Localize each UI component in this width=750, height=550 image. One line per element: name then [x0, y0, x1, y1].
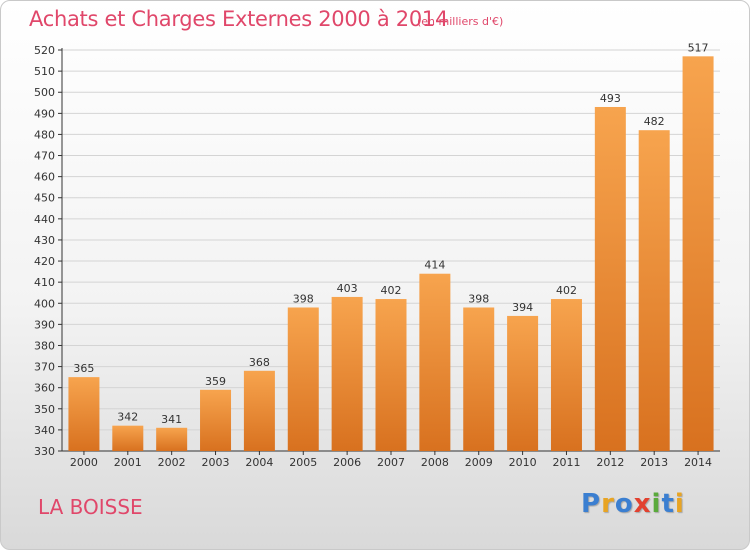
x-tick-label: 2012	[596, 456, 624, 469]
x-tick-label: 2010	[509, 456, 537, 469]
bar-value-label: 365	[73, 362, 94, 375]
bar-value-label: 398	[293, 292, 314, 305]
logo-letter: t	[661, 489, 675, 519]
bar	[682, 56, 714, 452]
x-tick-label: 2008	[421, 456, 449, 469]
proxiti-logo: Proxiti	[581, 489, 685, 519]
bar	[200, 389, 232, 451]
y-tick-label: 460	[34, 171, 55, 184]
logo-letter: o	[614, 489, 634, 519]
labels: 365 2000 342 2001 341 2002 359 2003 368 2004 398 20…	[70, 41, 712, 469]
y-tick-label: 400	[34, 297, 55, 310]
bar	[68, 377, 100, 451]
x-tick-label: 2002	[158, 456, 186, 469]
y-tick-label: 440	[34, 213, 55, 226]
y-tick-label: 470	[34, 150, 55, 163]
logo-letter: i	[674, 489, 685, 519]
bar-value-label: 402	[556, 284, 577, 297]
x-tick-label: 2011	[552, 456, 580, 469]
bar	[507, 315, 539, 451]
y-tick-label: 420	[34, 255, 55, 268]
x-tick-label: 2013	[640, 456, 668, 469]
x-tick-label: 2000	[70, 456, 98, 469]
bar	[331, 296, 363, 451]
y-tick-label: 430	[34, 234, 55, 247]
bar-value-label: 342	[117, 411, 138, 424]
x-tick-label: 2004	[245, 456, 273, 469]
bar-value-label: 482	[644, 115, 665, 128]
bar-value-label: 517	[688, 41, 709, 54]
commune-name: LA BOISSE	[38, 495, 143, 519]
x-tick-label: 2007	[377, 456, 405, 469]
y-tick-label: 330	[34, 445, 55, 458]
bar	[594, 106, 626, 452]
y-tick-label: 370	[34, 361, 55, 374]
x-tick-label: 2009	[465, 456, 493, 469]
y-tick-label: 410	[34, 276, 55, 289]
bar-value-label: 341	[161, 413, 182, 426]
axes: 330 340 350 360 370 380 390 400 410 420 430 440 450 4…	[34, 44, 720, 458]
bar	[156, 427, 188, 451]
bar	[463, 307, 495, 451]
bar	[550, 299, 582, 451]
bar-value-label: 402	[381, 284, 402, 297]
bar	[375, 299, 407, 451]
bar-value-label: 359	[205, 375, 226, 388]
bar	[243, 370, 275, 451]
y-tick-label: 450	[34, 192, 55, 205]
y-tick-label: 480	[34, 128, 55, 141]
bar	[638, 130, 670, 451]
logo-letter: P	[581, 489, 602, 519]
y-tick-label: 510	[34, 65, 55, 78]
y-tick-label: 360	[34, 382, 55, 395]
bar	[287, 307, 319, 451]
chart-subtitle: (en milliers d'€)	[417, 15, 504, 28]
chart-title: Achats et Charges Externes 2000 à 2014	[29, 7, 449, 31]
y-tick-label: 500	[34, 86, 55, 99]
bar-value-label: 368	[249, 356, 270, 369]
bar-value-label: 414	[424, 259, 445, 272]
y-tick-label: 380	[34, 339, 55, 352]
bar-value-label: 398	[468, 292, 489, 305]
x-tick-label: 2005	[289, 456, 317, 469]
logo-letter: r	[601, 489, 615, 519]
x-tick-label: 2001	[114, 456, 142, 469]
bar	[112, 425, 144, 451]
logo-letter: x	[633, 489, 652, 519]
y-tick-label: 520	[34, 44, 55, 57]
y-tick-label: 350	[34, 403, 55, 416]
x-tick-label: 2003	[202, 456, 230, 469]
bar-value-label: 394	[512, 301, 533, 314]
bars	[68, 56, 714, 452]
x-tick-label: 2006	[333, 456, 361, 469]
y-tick-label: 490	[34, 107, 55, 120]
logo-letter: i	[651, 489, 662, 519]
y-tick-label: 390	[34, 318, 55, 331]
bar-value-label: 403	[337, 282, 358, 295]
bar	[419, 273, 451, 451]
x-tick-label: 2014	[684, 456, 712, 469]
y-tick-label: 340	[34, 424, 55, 437]
bar-value-label: 493	[600, 92, 621, 105]
